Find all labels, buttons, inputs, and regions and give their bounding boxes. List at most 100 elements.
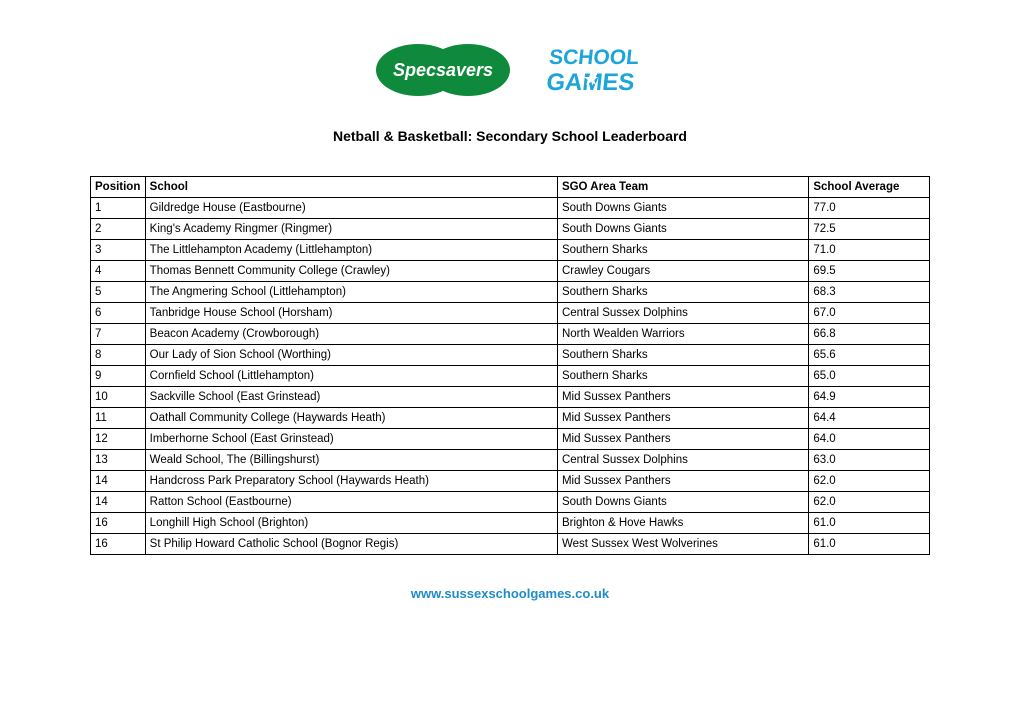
table-row: 16St Philip Howard Catholic School (Bogn… <box>91 534 930 555</box>
table-cell: Sackville School (East Grinstead) <box>145 387 557 408</box>
svg-text:Specsavers: Specsavers <box>392 60 492 80</box>
table-cell: 1 <box>91 198 146 219</box>
table-cell: Thomas Bennett Community College (Crawle… <box>145 261 557 282</box>
table-cell: 77.0 <box>809 198 930 219</box>
table-cell: 4 <box>91 261 146 282</box>
table-cell: Southern Sharks <box>557 345 808 366</box>
table-cell: Imberhorne School (East Grinstead) <box>145 429 557 450</box>
table-cell: 14 <box>91 471 146 492</box>
table-cell: 11 <box>91 408 146 429</box>
table-row: 7Beacon Academy (Crowborough)North Weald… <box>91 324 930 345</box>
table-cell: 3 <box>91 240 146 261</box>
table-cell: Southern Sharks <box>557 282 808 303</box>
table-cell: 66.8 <box>809 324 930 345</box>
col-header-school: School <box>145 177 557 198</box>
footer: www.sussexschoolgames.co.uk <box>90 585 930 603</box>
table-cell: Oathall Community College (Haywards Heat… <box>145 408 557 429</box>
table-cell: 69.5 <box>809 261 930 282</box>
table-cell: 62.0 <box>809 492 930 513</box>
table-row: 1Gildredge House (Eastbourne)South Downs… <box>91 198 930 219</box>
table-cell: 64.0 <box>809 429 930 450</box>
table-cell: The Angmering School (Littlehampton) <box>145 282 557 303</box>
table-row: 4Thomas Bennett Community College (Crawl… <box>91 261 930 282</box>
table-cell: Mid Sussex Panthers <box>557 429 808 450</box>
col-header-position: Position <box>91 177 146 198</box>
table-cell: Longhill High School (Brighton) <box>145 513 557 534</box>
table-row: 14Ratton School (Eastbourne)South Downs … <box>91 492 930 513</box>
table-cell: 12 <box>91 429 146 450</box>
schoolgames-logo: SCHOOL GAMES <box>543 40 658 100</box>
table-cell: 6 <box>91 303 146 324</box>
table-cell: Southern Sharks <box>557 366 808 387</box>
table-cell: 9 <box>91 366 146 387</box>
table-cell: North Wealden Warriors <box>557 324 808 345</box>
table-cell: 65.6 <box>809 345 930 366</box>
table-row: 5The Angmering School (Littlehampton)Sou… <box>91 282 930 303</box>
table-cell: 16 <box>91 534 146 555</box>
table-row: 16Longhill High School (Brighton)Brighto… <box>91 513 930 534</box>
table-cell: The Littlehampton Academy (Littlehampton… <box>145 240 557 261</box>
table-cell: 7 <box>91 324 146 345</box>
table-cell: 13 <box>91 450 146 471</box>
table-row: 11Oathall Community College (Haywards He… <box>91 408 930 429</box>
table-cell: Weald School, The (Billingshurst) <box>145 450 557 471</box>
table-cell: Mid Sussex Panthers <box>557 471 808 492</box>
table-cell: South Downs Giants <box>557 219 808 240</box>
table-cell: 64.4 <box>809 408 930 429</box>
table-row: 12Imberhorne School (East Grinstead)Mid … <box>91 429 930 450</box>
table-cell: 72.5 <box>809 219 930 240</box>
table-row: 2King's Academy Ringmer (Ringmer)South D… <box>91 219 930 240</box>
table-cell: West Sussex West Wolverines <box>557 534 808 555</box>
table-cell: 67.0 <box>809 303 930 324</box>
table-cell: South Downs Giants <box>557 198 808 219</box>
table-cell: 10 <box>91 387 146 408</box>
table-cell: 61.0 <box>809 534 930 555</box>
table-cell: Cornfield School (Littlehampton) <box>145 366 557 387</box>
col-header-team: SGO Area Team <box>557 177 808 198</box>
specsavers-logo: Specsavers <box>363 40 523 100</box>
logo-row: Specsavers SCHOOL GAMES <box>90 40 930 100</box>
table-cell: Mid Sussex Panthers <box>557 408 808 429</box>
table-row: 13Weald School, The (Billingshurst)Centr… <box>91 450 930 471</box>
leaderboard-table: Position School SGO Area Team School Ave… <box>90 176 930 555</box>
table-cell: 68.3 <box>809 282 930 303</box>
table-row: 3The Littlehampton Academy (Littlehampto… <box>91 240 930 261</box>
table-cell: Central Sussex Dolphins <box>557 303 808 324</box>
table-header-row: Position School SGO Area Team School Ave… <box>91 177 930 198</box>
table-cell: Ratton School (Eastbourne) <box>145 492 557 513</box>
table-cell: Central Sussex Dolphins <box>557 450 808 471</box>
table-row: 6Tanbridge House School (Horsham)Central… <box>91 303 930 324</box>
table-cell: Tanbridge House School (Horsham) <box>145 303 557 324</box>
table-cell: St Philip Howard Catholic School (Bognor… <box>145 534 557 555</box>
table-cell: Handcross Park Preparatory School (Haywa… <box>145 471 557 492</box>
table-cell: Beacon Academy (Crowborough) <box>145 324 557 345</box>
table-cell: 14 <box>91 492 146 513</box>
table-cell: South Downs Giants <box>557 492 808 513</box>
table-cell: 62.0 <box>809 471 930 492</box>
table-cell: Mid Sussex Panthers <box>557 387 808 408</box>
table-cell: 61.0 <box>809 513 930 534</box>
svg-text:GAMES: GAMES <box>545 69 636 96</box>
page-title: Netball & Basketball: Secondary School L… <box>90 128 930 144</box>
table-row: 8Our Lady of Sion School (Worthing)South… <box>91 345 930 366</box>
col-header-avg: School Average <box>809 177 930 198</box>
table-cell: 71.0 <box>809 240 930 261</box>
table-row: 9Cornfield School (Littlehampton)Souther… <box>91 366 930 387</box>
table-cell: 64.9 <box>809 387 930 408</box>
table-cell: Southern Sharks <box>557 240 808 261</box>
table-row: 14Handcross Park Preparatory School (Hay… <box>91 471 930 492</box>
table-cell: 8 <box>91 345 146 366</box>
table-cell: 63.0 <box>809 450 930 471</box>
table-cell: King's Academy Ringmer (Ringmer) <box>145 219 557 240</box>
svg-text:SCHOOL: SCHOOL <box>547 46 639 69</box>
table-cell: 65.0 <box>809 366 930 387</box>
table-cell: 2 <box>91 219 146 240</box>
table-cell: 5 <box>91 282 146 303</box>
table-cell: Crawley Cougars <box>557 261 808 282</box>
table-cell: Gildredge House (Eastbourne) <box>145 198 557 219</box>
table-cell: Brighton & Hove Hawks <box>557 513 808 534</box>
footer-link[interactable]: www.sussexschoolgames.co.uk <box>411 586 609 601</box>
table-cell: 16 <box>91 513 146 534</box>
table-cell: Our Lady of Sion School (Worthing) <box>145 345 557 366</box>
table-row: 10Sackville School (East Grinstead)Mid S… <box>91 387 930 408</box>
